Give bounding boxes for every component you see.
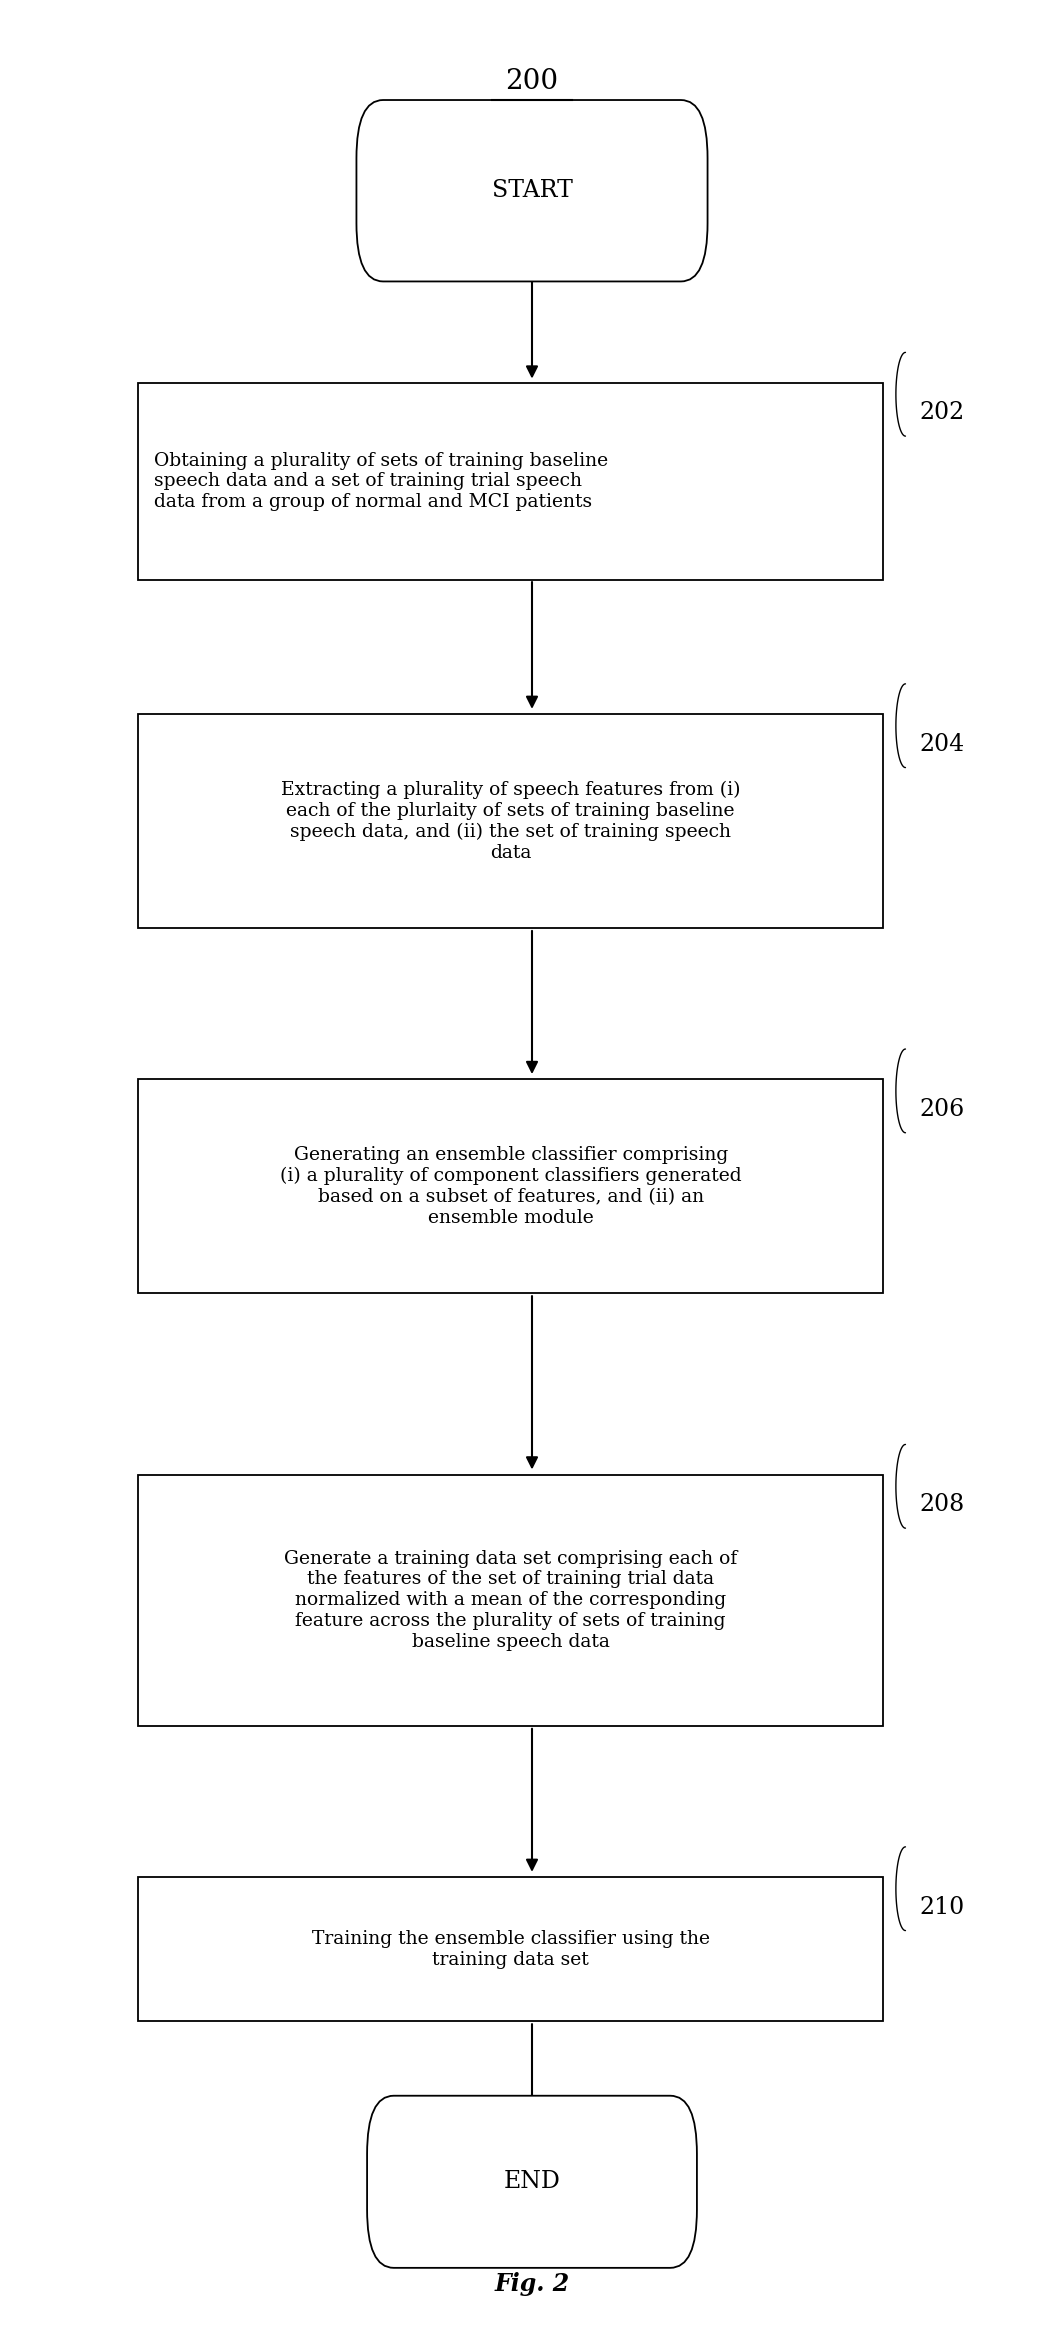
Text: Generating an ensemble classifier comprising
(i) a plurality of component classi: Generating an ensemble classifier compri… (280, 1147, 742, 1226)
FancyBboxPatch shape (138, 1877, 883, 2021)
Text: END: END (503, 2170, 561, 2193)
Text: Training the ensemble classifier using the
training data set: Training the ensemble classifier using t… (312, 1931, 710, 1968)
Text: 206: 206 (919, 1098, 964, 1121)
Text: 204: 204 (919, 733, 964, 756)
Text: 208: 208 (919, 1493, 964, 1517)
Text: Fig. 2: Fig. 2 (495, 2273, 569, 2296)
Text: Generate a training data set comprising each of
the features of the set of train: Generate a training data set comprising … (284, 1549, 737, 1651)
FancyBboxPatch shape (138, 714, 883, 928)
Text: Extracting a plurality of speech features from (i)
each of the plurlaity of sets: Extracting a plurality of speech feature… (281, 782, 741, 861)
Text: Obtaining a plurality of sets of training baseline
speech data and a set of trai: Obtaining a plurality of sets of trainin… (154, 451, 609, 512)
FancyBboxPatch shape (138, 1079, 883, 1293)
Text: 202: 202 (919, 400, 964, 423)
FancyBboxPatch shape (367, 2096, 697, 2268)
FancyBboxPatch shape (138, 1475, 883, 1726)
Text: 210: 210 (919, 1896, 964, 1919)
FancyBboxPatch shape (138, 381, 883, 579)
FancyBboxPatch shape (356, 100, 708, 281)
Text: 200: 200 (505, 67, 559, 95)
Text: START: START (492, 179, 572, 202)
